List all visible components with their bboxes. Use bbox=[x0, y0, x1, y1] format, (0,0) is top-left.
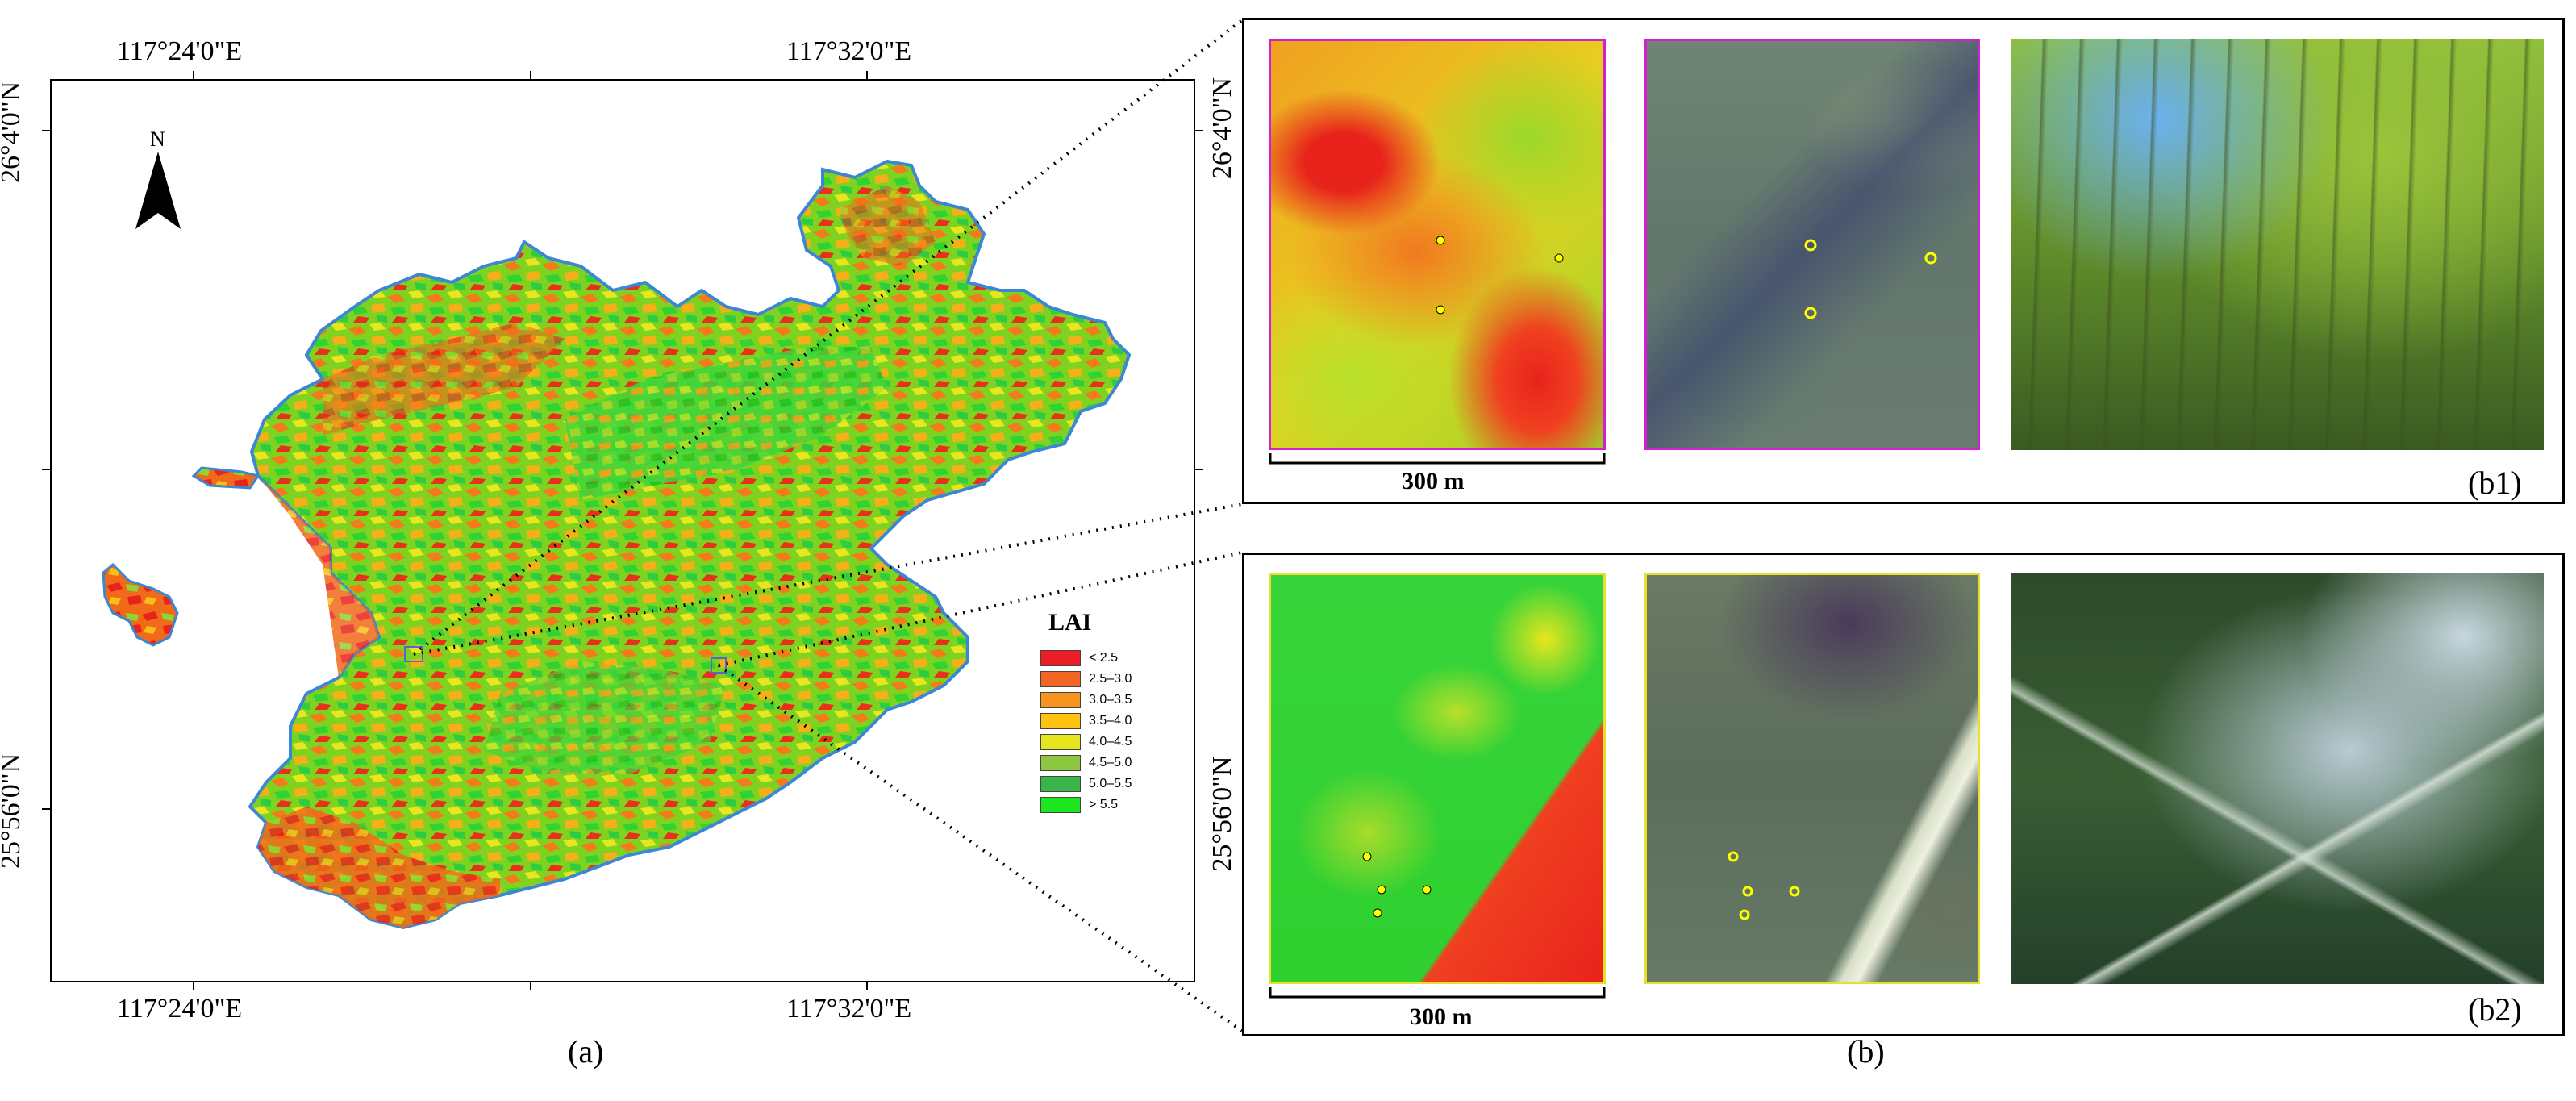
legend-swatch bbox=[1040, 755, 1081, 771]
b2-lat-label: 25°56'0"N bbox=[1207, 756, 1237, 872]
legend-swatch bbox=[1040, 776, 1081, 792]
legend-swatch bbox=[1040, 671, 1081, 687]
top-lon-label-1: 117°24'0"E bbox=[117, 36, 243, 66]
legend-item: 4.5–5.0 bbox=[1040, 754, 1132, 772]
legend-label: > 5.5 bbox=[1089, 798, 1119, 811]
legend-item: > 5.5 bbox=[1040, 796, 1118, 814]
legend-item: 3.5–4.0 bbox=[1040, 712, 1132, 730]
top-lon-label-2: 117°32'0"E bbox=[786, 36, 912, 66]
legend-swatch bbox=[1040, 650, 1081, 666]
b1-lat-label: 26°4'0"N bbox=[1207, 77, 1237, 180]
b1-lai-raster bbox=[1269, 39, 1606, 450]
north-label: N bbox=[150, 127, 165, 151]
legend-item: 3.0–3.5 bbox=[1040, 691, 1132, 709]
b1-satellite-sample-points bbox=[1804, 239, 1937, 319]
b2-satellite-sample-points bbox=[1728, 851, 1800, 920]
panel-b2-frame bbox=[1242, 553, 2565, 1036]
legend-label: 5.0–5.5 bbox=[1089, 777, 1132, 790]
panel-a-map-frame bbox=[50, 79, 1195, 982]
legend-item: 5.0–5.5 bbox=[1040, 775, 1132, 793]
legend-swatch bbox=[1040, 797, 1081, 813]
panel-b1-label: (b1) bbox=[2468, 465, 2522, 501]
b2-lai-raster bbox=[1269, 573, 1606, 984]
b1-lai-sample-points bbox=[1436, 236, 1564, 315]
panel-a-label: (a) bbox=[568, 1033, 604, 1070]
legend-swatch bbox=[1040, 734, 1081, 750]
legend-label: < 2.5 bbox=[1089, 651, 1119, 665]
b1-scale-bar bbox=[1269, 453, 1606, 465]
b2-satellite-image bbox=[1644, 573, 1980, 984]
b2-scale-label: 300 m bbox=[1410, 1003, 1473, 1030]
legend-label: 3.5–4.0 bbox=[1089, 714, 1132, 728]
legend-label: 4.5–5.0 bbox=[1089, 756, 1132, 769]
legend-label: 3.0–3.5 bbox=[1089, 693, 1132, 707]
legend-item: < 2.5 bbox=[1040, 649, 1118, 667]
bottom-lon-label-1: 117°24'0"E bbox=[117, 994, 243, 1024]
b2-scale-bar bbox=[1269, 987, 1606, 999]
panel-b1-frame bbox=[1242, 18, 2565, 504]
lai-study-area-map bbox=[102, 159, 1132, 930]
b2-lai-sample-points bbox=[1362, 852, 1432, 918]
b1-scale-label: 300 m bbox=[1402, 468, 1465, 494]
legend-swatch bbox=[1040, 692, 1081, 708]
b1-bamboo-photo bbox=[2011, 39, 2544, 450]
b1-satellite-image bbox=[1644, 39, 1980, 450]
legend-item: 4.0–4.5 bbox=[1040, 733, 1132, 751]
bottom-lon-label-2: 117°32'0"E bbox=[786, 994, 912, 1024]
north-arrow-icon bbox=[135, 152, 181, 229]
legend-item: 2.5–3.0 bbox=[1040, 670, 1132, 688]
legend-label: 4.0–4.5 bbox=[1089, 735, 1132, 749]
legend-label: 2.5–3.0 bbox=[1089, 672, 1132, 686]
legend-title: LAI bbox=[1048, 609, 1092, 636]
legend-swatch bbox=[1040, 713, 1081, 729]
panel-b-label: (b) bbox=[1847, 1033, 1885, 1070]
map-ticks bbox=[42, 71, 1203, 990]
b2-bamboo-canopy-photo bbox=[2011, 573, 2544, 984]
panel-b2-label: (b2) bbox=[2468, 991, 2522, 1028]
